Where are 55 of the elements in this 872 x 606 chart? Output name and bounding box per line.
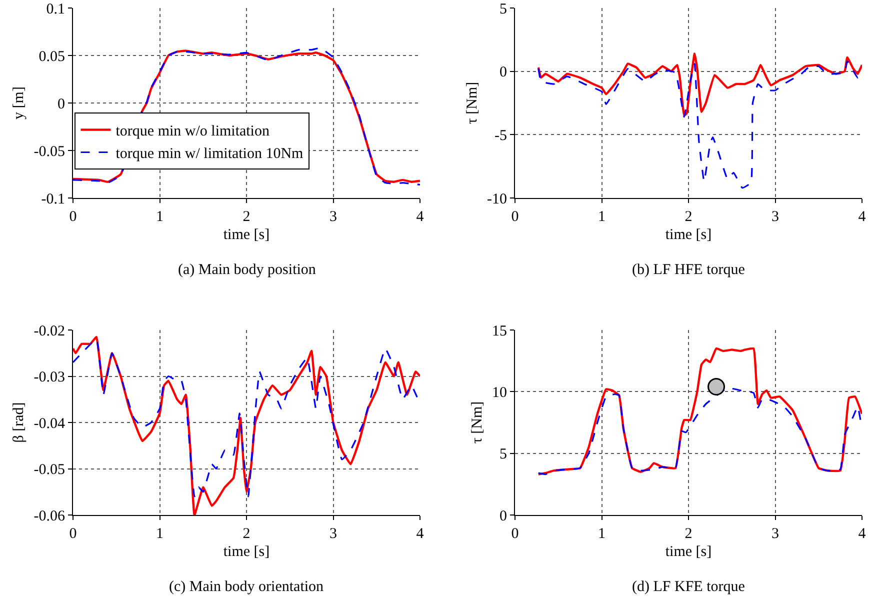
y-tick-label: 0 (58, 96, 65, 112)
y-axis-title: τ [Nm] (469, 401, 486, 444)
x-tick-label: 3 (772, 209, 779, 225)
x-tick-label: 1 (598, 526, 606, 542)
x-tick-label: 4 (858, 526, 866, 542)
y-tick-label: 0.05 (38, 48, 65, 65)
line-series (537, 347, 862, 476)
y-tick-label: 0 (500, 508, 507, 524)
y-tick-label: 0.1 (46, 1, 65, 18)
x-tick-label: 3 (772, 526, 779, 542)
y-tick-label: -0.05 (34, 144, 65, 160)
text: (a) Main body position (178, 262, 316, 278)
x-tick-label: 4 (858, 209, 866, 225)
y-tick-label: -10 (487, 191, 507, 208)
y-tick-label: -5 (494, 128, 507, 144)
y-tick-label: -0.1 (41, 191, 65, 208)
y-tick-label: 0 (500, 64, 507, 81)
y-axis-title: τ [Nm] (464, 82, 480, 124)
x-axis-title: time [s] (665, 544, 712, 560)
line-series (538, 387, 862, 476)
y-tick-label: -0.03 (34, 370, 65, 386)
x-axis-title: time [s] (223, 544, 270, 560)
y-tick-label: -0.04 (34, 416, 66, 432)
x-tick-label: 1 (598, 209, 606, 225)
x-tick-label: 3 (330, 526, 337, 542)
x-tick-label: 2 (242, 209, 250, 225)
x-tick-label: 0 (69, 526, 77, 542)
x-axis-title: time [s] (665, 227, 712, 243)
legend-label: torque min w/ limitation 10Nm (116, 146, 304, 162)
text: (c) Main body orientation (169, 579, 324, 595)
y-tick-label: -0.05 (34, 462, 65, 478)
y-tick-label: -0.02 (34, 323, 65, 340)
text: (d) LF KFE torque (632, 579, 746, 595)
x-tick-label: 1 (156, 209, 164, 225)
legend-label: torque min w/o limitation (116, 124, 270, 140)
y-axis-title: β [rad] (11, 402, 27, 443)
y-tick-label: 5 (500, 1, 507, 18)
text: (b) LF HFE torque (632, 262, 746, 278)
x-tick-label: 3 (330, 209, 337, 225)
x-tick-label: 2 (242, 526, 250, 542)
x-tick-label: 2 (684, 526, 692, 542)
y-tick-label: -0.06 (34, 508, 66, 524)
line-series (537, 52, 862, 117)
x-tick-label: 0 (511, 209, 519, 225)
y-tick-label: 5 (500, 446, 507, 463)
x-axis-title: time [s] (223, 227, 270, 243)
y-axis-title: y [m] (11, 86, 27, 120)
y-tick-label: 10 (492, 384, 507, 401)
x-tick-label: 4 (416, 209, 424, 225)
x-tick-label: 4 (416, 526, 424, 542)
x-tick-label: 0 (69, 209, 77, 225)
x-tick-label: 0 (511, 526, 519, 542)
x-tick-label: 2 (684, 209, 692, 225)
x-tick-label: 1 (156, 526, 164, 542)
y-tick-label: 15 (492, 323, 507, 340)
